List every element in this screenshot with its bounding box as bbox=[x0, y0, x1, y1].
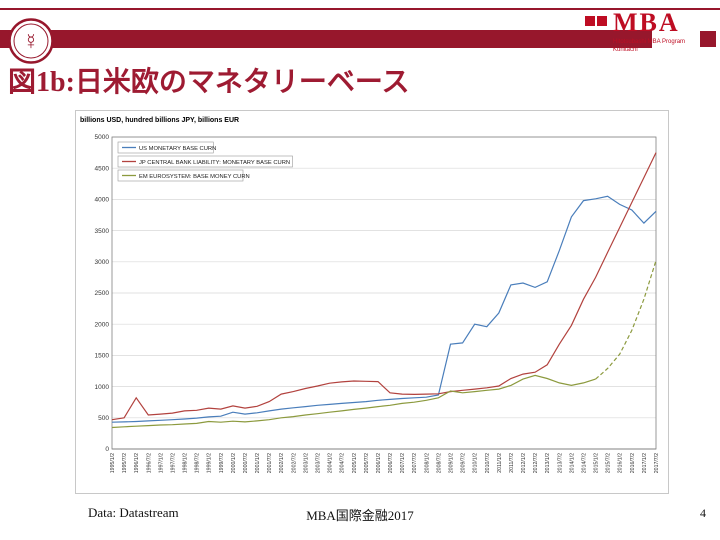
svg-text:2006/1/2: 2006/1/2 bbox=[376, 453, 382, 473]
svg-text:2005/7/2: 2005/7/2 bbox=[364, 453, 370, 473]
svg-text:JP CENTRAL BANK LIABILITY: MON: JP CENTRAL BANK LIABILITY: MONETARY BASE… bbox=[139, 160, 290, 166]
svg-text:2005/1/2: 2005/1/2 bbox=[352, 453, 358, 473]
svg-text:2004/1/2: 2004/1/2 bbox=[328, 453, 334, 473]
chart-canvas: billions USD, hundred billions JPY, bill… bbox=[80, 117, 660, 473]
svg-text:1500: 1500 bbox=[95, 353, 110, 360]
svg-text:2010/7/2: 2010/7/2 bbox=[485, 453, 491, 473]
svg-text:3500: 3500 bbox=[95, 228, 110, 235]
svg-text:2017/1/2: 2017/1/2 bbox=[642, 453, 648, 473]
mba-logo-squares-icon bbox=[585, 16, 609, 26]
svg-text:2009/7/2: 2009/7/2 bbox=[461, 453, 467, 473]
svg-text:2007/1/2: 2007/1/2 bbox=[400, 453, 406, 473]
slide-title: 図1b:日米欧のマネタリーベース bbox=[8, 67, 410, 98]
svg-text:2011/7/2: 2011/7/2 bbox=[509, 453, 515, 473]
svg-text:2015/7/2: 2015/7/2 bbox=[606, 453, 612, 473]
svg-text:2012/1/2: 2012/1/2 bbox=[521, 453, 527, 473]
mba-logo-subtext: Hitotsubashi MBA Program Kunitachi bbox=[613, 39, 686, 54]
svg-text:2013/7/2: 2013/7/2 bbox=[557, 453, 563, 473]
svg-text:1999/1/2: 1999/1/2 bbox=[207, 453, 213, 473]
svg-text:billions USD, hundred billions: billions USD, hundred billions JPY, bill… bbox=[80, 117, 239, 124]
monetary-base-chart: billions USD, hundred billions JPY, bill… bbox=[75, 110, 669, 494]
svg-text:EM EUROSYSTEM: BASE MONEY CURN: EM EUROSYSTEM: BASE MONEY CURN bbox=[139, 174, 250, 180]
svg-text:2001/7/2: 2001/7/2 bbox=[267, 453, 273, 473]
top-divider-rule bbox=[0, 8, 720, 10]
svg-text:2014/7/2: 2014/7/2 bbox=[581, 453, 587, 473]
header-band-end-square bbox=[700, 31, 716, 47]
svg-text:4500: 4500 bbox=[95, 165, 110, 172]
svg-text:1997/1/2: 1997/1/2 bbox=[158, 453, 164, 473]
svg-text:2008/1/2: 2008/1/2 bbox=[424, 453, 430, 473]
svg-text:2000/1/2: 2000/1/2 bbox=[231, 453, 237, 473]
svg-text:1995/1/2: 1995/1/2 bbox=[110, 453, 116, 473]
svg-text:2017/7/2: 2017/7/2 bbox=[654, 453, 660, 473]
svg-text:2002/1/2: 2002/1/2 bbox=[279, 453, 285, 473]
footer-data-source: Data: Datastream bbox=[88, 505, 179, 520]
svg-text:2016/1/2: 2016/1/2 bbox=[618, 453, 624, 473]
mba-program-logo: MBA Hitotsubashi MBA Program Kunitachi bbox=[585, 10, 715, 55]
svg-text:2000: 2000 bbox=[95, 321, 110, 328]
svg-text:1996/1/2: 1996/1/2 bbox=[134, 453, 140, 473]
seal-glyph: ☿ bbox=[23, 29, 40, 54]
svg-text:1996/7/2: 1996/7/2 bbox=[146, 453, 152, 473]
svg-text:0: 0 bbox=[105, 446, 109, 453]
svg-text:2011/1/2: 2011/1/2 bbox=[497, 453, 503, 473]
svg-text:2010/1/2: 2010/1/2 bbox=[473, 453, 479, 473]
svg-text:1997/7/2: 1997/7/2 bbox=[170, 453, 176, 473]
svg-text:2500: 2500 bbox=[95, 290, 110, 297]
svg-text:2016/7/2: 2016/7/2 bbox=[630, 453, 636, 473]
svg-text:2002/7/2: 2002/7/2 bbox=[291, 453, 297, 473]
svg-text:3000: 3000 bbox=[95, 259, 110, 266]
svg-text:2009/1/2: 2009/1/2 bbox=[448, 453, 454, 473]
svg-text:1998/7/2: 1998/7/2 bbox=[195, 453, 201, 473]
svg-text:2013/1/2: 2013/1/2 bbox=[545, 453, 551, 473]
svg-text:5000: 5000 bbox=[95, 134, 110, 141]
svg-text:1998/1/2: 1998/1/2 bbox=[183, 453, 189, 473]
svg-text:US MONETARY BASE CURN: US MONETARY BASE CURN bbox=[139, 146, 216, 152]
svg-text:2004/7/2: 2004/7/2 bbox=[340, 453, 346, 473]
svg-text:2014/1/2: 2014/1/2 bbox=[569, 453, 575, 473]
svg-text:2007/7/2: 2007/7/2 bbox=[412, 453, 418, 473]
svg-text:2001/1/2: 2001/1/2 bbox=[255, 453, 261, 473]
svg-text:2003/7/2: 2003/7/2 bbox=[316, 453, 322, 473]
svg-text:2000/7/2: 2000/7/2 bbox=[243, 453, 249, 473]
svg-text:2008/7/2: 2008/7/2 bbox=[436, 453, 442, 473]
svg-text:2003/1/2: 2003/1/2 bbox=[303, 453, 309, 473]
svg-text:2006/7/2: 2006/7/2 bbox=[388, 453, 394, 473]
header-band bbox=[0, 30, 652, 48]
svg-text:500: 500 bbox=[98, 415, 109, 422]
svg-text:4000: 4000 bbox=[95, 197, 110, 204]
hitotsubashi-seal-icon: ☿ bbox=[8, 18, 54, 64]
svg-text:1000: 1000 bbox=[95, 384, 110, 391]
mba-logo-text: MBA bbox=[613, 8, 680, 37]
svg-text:1995/7/2: 1995/7/2 bbox=[122, 453, 128, 473]
svg-text:2012/7/2: 2012/7/2 bbox=[533, 453, 539, 473]
svg-text:1999/7/2: 1999/7/2 bbox=[219, 453, 225, 473]
page-number: 4 bbox=[700, 506, 706, 520]
svg-text:2015/1/2: 2015/1/2 bbox=[594, 453, 600, 473]
footer-course-name: MBA国際金融2017 bbox=[306, 508, 414, 523]
